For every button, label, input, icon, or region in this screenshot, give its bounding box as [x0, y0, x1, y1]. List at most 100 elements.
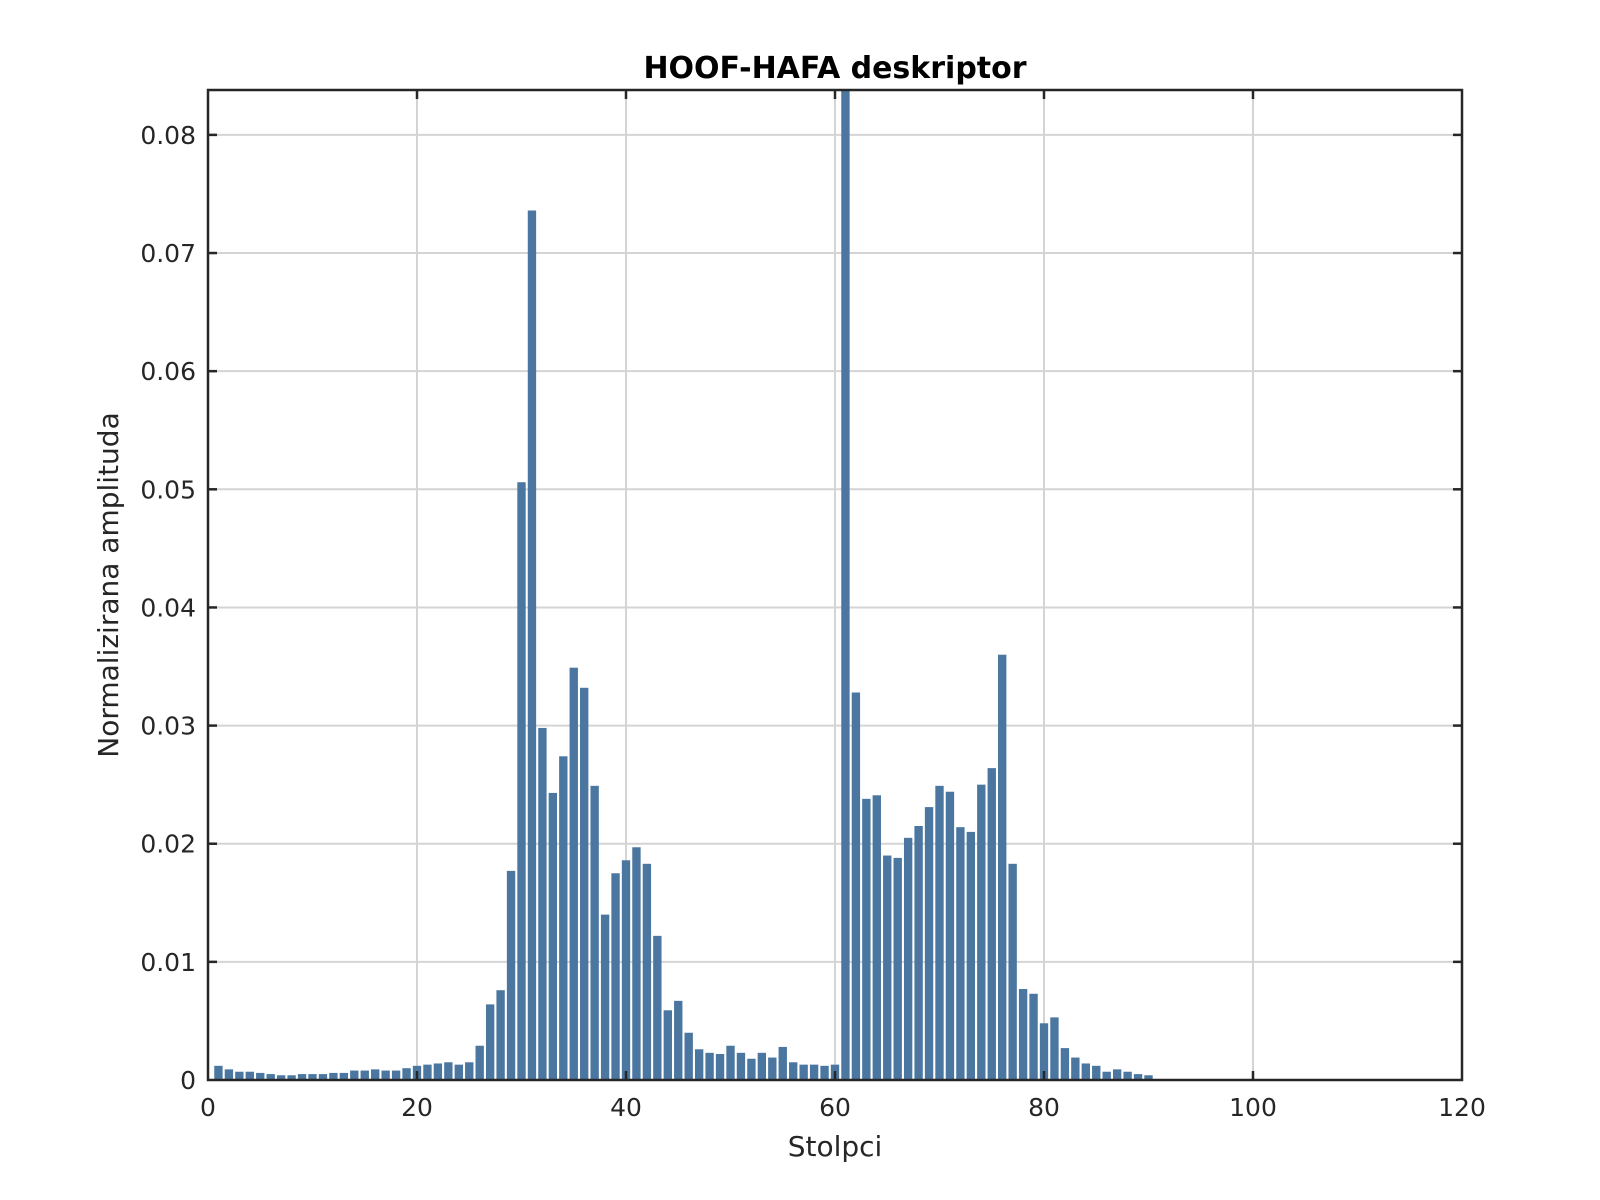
bar	[945, 791, 955, 1080]
y-tick-label: 0.03	[140, 712, 196, 741]
bar	[1092, 1065, 1101, 1080]
bar	[820, 1065, 829, 1080]
bar	[851, 692, 861, 1080]
bar	[966, 831, 976, 1080]
bar	[485, 1004, 495, 1080]
bar	[391, 1070, 401, 1080]
bar	[538, 727, 547, 1080]
chart-title: HOOF-HAFA deskriptor	[643, 51, 1026, 86]
y-tick-label: 0.07	[140, 239, 196, 268]
bar	[1102, 1071, 1111, 1080]
tick-marks	[208, 90, 1462, 1080]
bar	[318, 1074, 328, 1080]
bar	[977, 784, 986, 1080]
y-tick-label: 0	[180, 1066, 196, 1095]
bar	[768, 1057, 777, 1080]
bar	[883, 855, 892, 1080]
bar	[454, 1064, 463, 1080]
bar	[674, 1000, 683, 1080]
bar	[266, 1074, 275, 1080]
x-tick-labels: 0 20 40 60 80 100 120	[200, 1093, 1486, 1122]
bar	[1050, 1017, 1059, 1080]
bar	[590, 785, 599, 1080]
bar	[423, 1064, 432, 1080]
bar	[924, 807, 934, 1080]
x-tick-label: 120	[1438, 1093, 1486, 1122]
bar	[903, 837, 913, 1080]
bar	[809, 1064, 819, 1080]
bar	[653, 935, 662, 1080]
bar	[935, 785, 944, 1080]
bar	[371, 1069, 380, 1080]
bar	[998, 654, 1007, 1080]
grid	[208, 90, 1462, 1080]
bar	[893, 857, 902, 1080]
bar	[789, 1062, 798, 1080]
bar	[1123, 1071, 1132, 1080]
bar	[465, 1062, 474, 1080]
x-tick-label: 0	[200, 1093, 216, 1122]
bar	[444, 1062, 453, 1080]
bar	[632, 847, 641, 1080]
bar	[872, 795, 881, 1080]
bar	[235, 1071, 244, 1080]
y-tick-label: 0.01	[140, 948, 196, 977]
bars	[214, 90, 1153, 1081]
bar	[506, 870, 516, 1080]
bar	[1029, 993, 1038, 1080]
y-axis-label: Normalizirana amplituda	[92, 412, 125, 757]
bar	[297, 1074, 307, 1080]
bar	[778, 1046, 787, 1080]
bar	[914, 826, 923, 1080]
bar	[663, 1010, 672, 1080]
bar	[517, 482, 526, 1081]
bar	[1081, 1063, 1090, 1080]
bar	[642, 863, 652, 1080]
bar	[1039, 1023, 1049, 1080]
bar	[527, 210, 537, 1080]
bar	[621, 860, 631, 1080]
bar	[1018, 989, 1028, 1080]
bar	[715, 1054, 725, 1080]
bar	[381, 1070, 390, 1080]
bar	[841, 90, 850, 1080]
bar	[329, 1072, 338, 1080]
bar	[433, 1063, 443, 1080]
bar	[256, 1072, 265, 1080]
bar	[1144, 1075, 1153, 1080]
y-tick-label: 0.02	[140, 830, 196, 859]
x-tick-label: 100	[1229, 1093, 1277, 1122]
bar	[611, 873, 620, 1080]
bar	[224, 1069, 234, 1080]
bar	[694, 1049, 704, 1080]
bar	[308, 1074, 317, 1080]
bar	[402, 1068, 411, 1080]
y-tick-labels: 0 0.01 0.02 0.03 0.04 0.05 0.06 0.07 0.08	[140, 121, 196, 1095]
bar	[276, 1075, 286, 1080]
y-tick-label: 0.08	[140, 121, 196, 150]
x-tick-label: 60	[819, 1093, 851, 1122]
bar	[360, 1070, 369, 1080]
x-tick-label: 80	[1028, 1093, 1060, 1122]
bar	[1133, 1074, 1143, 1080]
x-tick-label: 40	[610, 1093, 642, 1122]
y-tick-label: 0.06	[140, 357, 196, 386]
bar	[287, 1075, 296, 1080]
bar	[757, 1052, 767, 1080]
bar	[736, 1052, 746, 1080]
bar	[214, 1065, 223, 1080]
x-tick-label: 20	[401, 1093, 433, 1122]
bar	[245, 1071, 254, 1080]
y-tick-label: 0.04	[140, 593, 196, 622]
bar	[475, 1045, 484, 1080]
bar	[705, 1052, 714, 1080]
bar	[350, 1070, 359, 1080]
bar	[600, 914, 610, 1080]
bar	[987, 768, 996, 1080]
bar	[548, 792, 558, 1080]
y-tick-label: 0.05	[140, 475, 196, 504]
bar	[1008, 863, 1017, 1080]
bar	[862, 798, 871, 1080]
